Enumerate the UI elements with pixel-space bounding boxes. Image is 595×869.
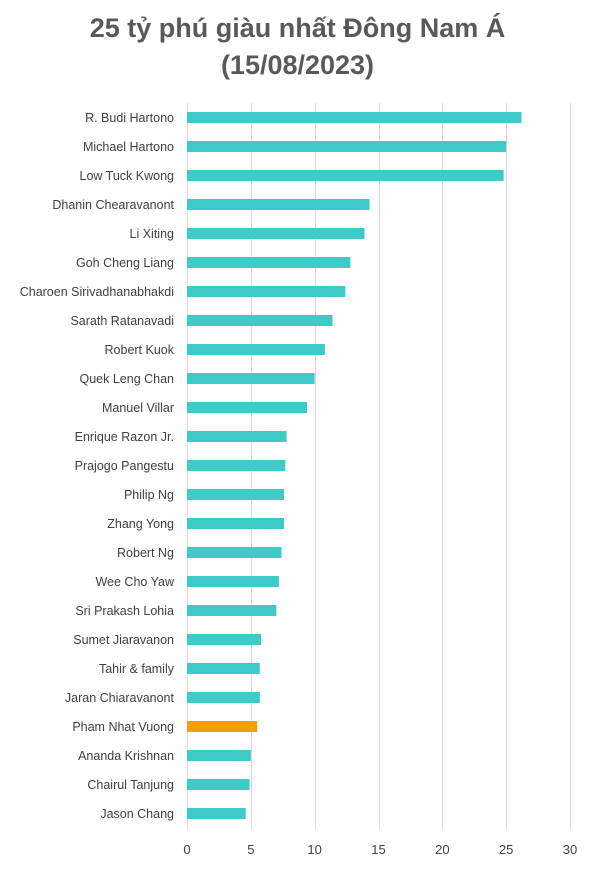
category-label: Charoen Sirivadhanabhakdi (20, 285, 174, 299)
x-tick-label: 30 (563, 842, 577, 857)
bar (187, 431, 287, 442)
bar (187, 112, 522, 123)
bar (187, 228, 365, 239)
chart-title: 25 tỷ phú giàu nhất Đông Nam Á (15/08/20… (0, 10, 595, 84)
bar (187, 257, 351, 268)
category-label: Enrique Razon Jr. (75, 430, 174, 444)
category-label: Wee Cho Yaw (95, 575, 174, 589)
category-label: Philip Ng (124, 488, 174, 502)
bar (187, 547, 282, 558)
category-label: Li Xiting (130, 227, 175, 241)
category-label: R. Budi Hartono (85, 111, 174, 125)
category-label: Michael Hartono (83, 140, 174, 154)
bars (187, 112, 522, 819)
bar (187, 605, 277, 616)
x-tick-label: 25 (499, 842, 513, 857)
bar (187, 315, 333, 326)
category-label: Quek Leng Chan (79, 372, 174, 386)
category-label: Sumet Jiaravanon (73, 633, 174, 647)
x-tick-label: 10 (307, 842, 321, 857)
bar (187, 692, 260, 703)
gridlines (187, 103, 571, 830)
x-tick-label: 15 (371, 842, 385, 857)
bar-highlighted (187, 721, 258, 732)
bar (187, 170, 504, 181)
category-label: Robert Kuok (105, 343, 175, 357)
category-label: Zhang Yong (107, 517, 174, 531)
category-label: Tahir & family (99, 662, 175, 676)
category-label: Chairul Tanjung (87, 778, 174, 792)
bar (187, 344, 325, 355)
bar (187, 460, 286, 471)
bar (187, 373, 315, 384)
bar (187, 808, 246, 819)
category-label: Jason Chang (100, 807, 174, 821)
category-label: Low Tuck Kwong (80, 169, 175, 183)
category-label: Ananda Krishnan (78, 749, 174, 763)
category-labels: R. Budi Hartono Michael Hartono Low Tuck K… (20, 111, 175, 821)
category-label: Manuel Villar (102, 401, 174, 415)
category-label: Pham Nhat Vuong (72, 720, 174, 734)
bar (187, 518, 285, 529)
bar (187, 286, 346, 297)
x-tick-label: 20 (435, 842, 449, 857)
category-label: Robert Ng (117, 546, 174, 560)
category-label: Prajogo Pangestu (75, 459, 174, 473)
category-label: Dhanin Chearavanont (52, 198, 174, 212)
bar (187, 576, 279, 587)
chart-title-line-2: (15/08/2023) (220, 50, 375, 80)
x-tick-label: 5 (247, 842, 254, 857)
category-label: Goh Cheng Liang (76, 256, 174, 270)
bar (187, 489, 285, 500)
bar (187, 750, 251, 761)
bar (187, 199, 370, 210)
bar (187, 779, 250, 790)
x-tick-label: 0 (183, 842, 190, 857)
category-label: Jaran Chiaravanont (65, 691, 175, 705)
x-axis-tick-labels: 0 5 10 15 20 25 30 (183, 842, 577, 857)
bar (187, 141, 507, 152)
bar (187, 634, 262, 645)
bar (187, 402, 308, 413)
chart-title-line-1: 25 tỷ phú giàu nhất Đông Nam Á (89, 13, 506, 43)
category-label: Sri Prakash Lohia (75, 604, 174, 618)
category-label: Sarath Ratanavadi (70, 314, 174, 328)
bar (187, 663, 260, 674)
